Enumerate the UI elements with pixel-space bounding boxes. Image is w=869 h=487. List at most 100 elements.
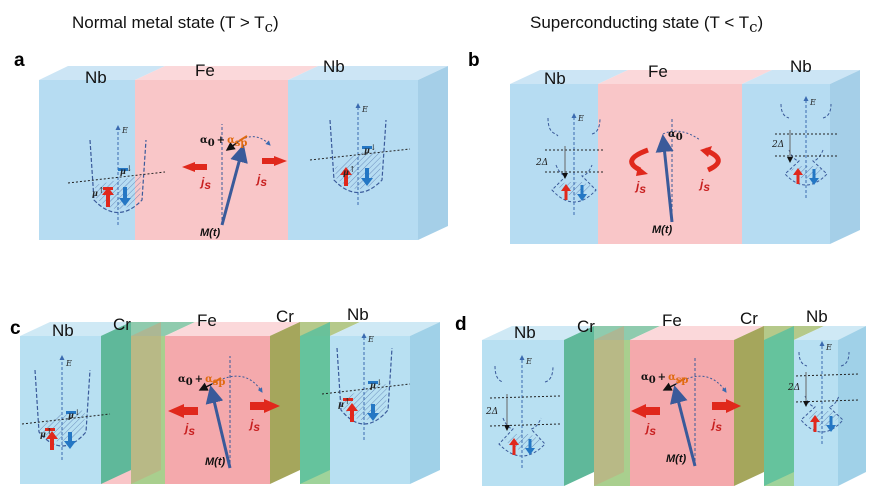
energy-axis-label: E [525,357,532,366]
dos-normal-left: E [67,125,166,225]
layer-label-cr-left: Cr [113,315,131,334]
layer-label-fe: Fe [195,61,215,80]
spin-current-label-right: js [255,172,267,189]
layer-label-nb-right: Nb [323,57,345,76]
nb-left-layer [482,340,564,486]
fe-top [630,326,764,340]
layer-label-nb-left: Nb [52,321,74,340]
energy-axis-label: E [577,114,584,123]
magnetization-label: M(t) [200,227,220,239]
spin-current-arrow-right [250,402,264,410]
gap-label: 2Δ [535,158,548,168]
spin-current-arrow-left [646,407,660,415]
chem-pot-label-down: μ↓ [68,408,81,420]
magnetization-b: α0 M(t) js js [629,118,721,236]
precession-arrow-left [629,147,649,173]
chem-pot-label-up: μ↑ [343,165,356,177]
dos-normal-left: E [21,355,111,460]
nb-right-top [288,66,448,80]
nb-right-layer [742,84,830,244]
layer-label-nb-left: Nb [544,69,566,88]
dos-normal-right: E [321,333,411,440]
spin-current-arrow-left [195,164,207,170]
spin-current-label-right: js [710,417,722,434]
spin-current-arrow-left [184,407,198,415]
magnetization-label: M(t) [652,224,672,236]
spin-current-label-left: js [199,175,211,192]
panel-d: d Nb Cr Fe Cr Nb E 2Δ [455,307,866,486]
energy-axis-label: E [809,98,816,107]
magnetization-vector [670,385,697,467]
layer-label-fe: Fe [197,311,217,330]
dos-sc-right: E 2Δ [771,96,838,198]
spin-current-arrow-right [262,158,274,164]
damping-label: α0 [668,129,683,143]
header-superconducting-state: Superconducting state (T < Tc) [530,13,763,36]
damping-label: α0 + αsp [200,135,247,149]
cr-right-layer [270,322,300,484]
layer-label-cr-right: Cr [276,307,294,326]
energy-axis-label: E [121,126,128,135]
panel-letter-d: d [455,314,467,335]
spin-current-label-left: js [634,179,646,196]
layer-label-nb-right: Nb [806,307,828,326]
chem-pot-label-down: μ↓ [120,164,133,176]
layer-label-cr-left: Cr [577,317,595,336]
nb-right-top [742,70,860,84]
magnetization-vector [655,134,674,223]
nb-left-top [482,326,594,340]
block-side [418,66,448,240]
nb-left-layer [39,80,135,240]
panel-letter-a: a [14,50,25,71]
layer-label-nb-left: Nb [514,323,536,342]
chem-pot-label-up: μ↑ [338,397,351,409]
nb-left-layer [20,336,101,484]
layer-label-nb-left: Nb [85,68,107,87]
magnetization-label: M(t) [205,456,225,468]
magnetization-d: α0 + αsp M(t) js js [631,356,741,467]
dos-sc-left: E 2Δ [485,355,561,468]
layer-label-fe: Fe [662,311,682,330]
layer-label-fe: Fe [648,62,668,81]
panel-c: c Nb Cr Fe Cr Nb E [10,305,440,484]
magnetization-label: M(t) [666,453,686,465]
energy-axis-label: E [65,359,72,368]
fe-top [598,70,772,84]
dos-normal-right: E [309,103,411,205]
spin-current-label-left: js [644,421,656,438]
gap-label: 2Δ [787,383,800,393]
magnetization-c: α0 + αsp M(t) js js [168,356,280,469]
nb-right-top [794,326,866,340]
layer-label-cr-right: Cr [740,309,758,328]
energy-axis-label: E [825,343,832,352]
cr-left-layer [101,322,131,484]
panel-letter-b: b [468,50,480,71]
spin-current-arrow-right [712,402,726,410]
damping-label: α0 + αsp [641,372,688,386]
dos-sc-right: E 2Δ [787,341,859,444]
panel-letter-c: c [10,318,21,339]
block-side [830,70,860,244]
spin-current-label-right: js [248,417,260,434]
panel-a: a Nb Fe Nb E [14,50,448,240]
magnetization-vector [220,144,248,226]
gap-label: 2Δ [485,407,498,417]
gap-label: 2Δ [771,140,784,150]
spin-current-label-left: js [183,421,195,438]
nb-left-top [39,66,165,80]
cr-left-layer [564,326,594,486]
fe-layer [598,84,742,244]
nb-left-top [510,70,628,84]
fe-top [135,66,318,80]
spin-current-label-right: js [698,177,710,194]
dos-sc-left: E 2Δ [535,113,605,215]
block-side [838,326,866,486]
cr-right-layer [734,326,764,486]
layer-label-nb-right: Nb [347,305,369,324]
chem-pot-label-up: μ↑ [40,427,53,439]
chem-pot-label-up: μ↑ [92,186,105,198]
magnetization-a: α0 + αsp M(t) js js [182,124,287,239]
energy-axis-label: E [361,105,368,114]
nb-right-top [330,322,440,336]
